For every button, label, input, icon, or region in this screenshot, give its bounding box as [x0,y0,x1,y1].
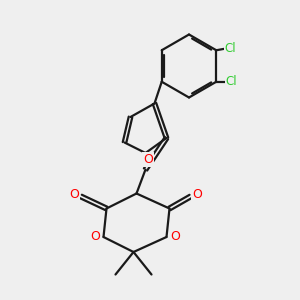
Text: Cl: Cl [225,42,236,55]
Text: O: O [70,188,79,201]
Text: O: O [170,230,180,244]
Text: O: O [143,153,153,166]
Text: Cl: Cl [226,75,237,88]
Text: O: O [90,230,100,244]
Text: O: O [192,188,202,201]
